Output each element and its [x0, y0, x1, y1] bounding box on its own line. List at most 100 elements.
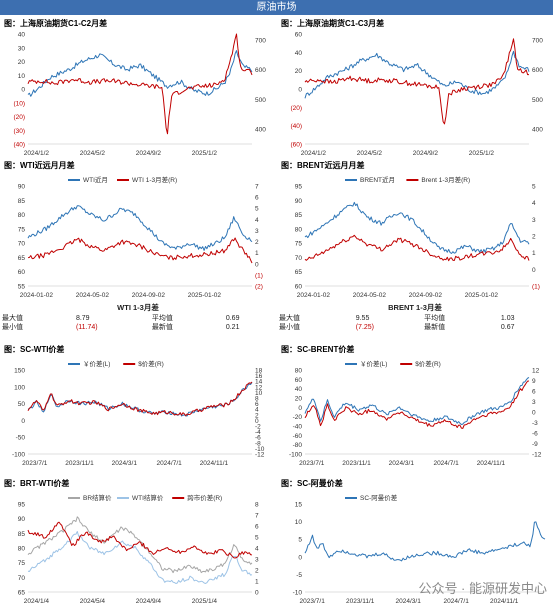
y-tick-label-right: -10: [255, 446, 265, 453]
legend-label: $价差(R): [415, 359, 441, 368]
x-tick-label: 2023/11/1: [65, 460, 94, 467]
chart-panel-c2: 图：上海原油期货C1-C3月差 60 40 20 0 (20) (40) (60) 700 60…: [277, 18, 553, 158]
stats-label: 平均值: [424, 315, 446, 322]
y-tick-label-left: -60: [293, 433, 303, 440]
y-tick-label-left: 70: [18, 241, 26, 248]
y-tick-label-right: 6: [532, 389, 536, 396]
stats-row: 最大值 9.55 平均值 1.03: [277, 314, 553, 323]
y-tick-label-left: 0: [298, 87, 302, 94]
x-tick-label: 2024-09-02: [409, 292, 443, 299]
chart-c6: 80 60 40 20 0 -20 -40 -60 -80 -100 12 9 6 3 0 -3 -6 -9 -12…: [289, 359, 542, 467]
y-tick-label-right: 4: [255, 217, 259, 224]
y-tick-label-right: 3: [255, 228, 259, 235]
x-tick-label: 2024/7/1: [156, 460, 182, 467]
y-tick-label-left: 100: [14, 384, 25, 391]
y-tick-label-left: 70: [18, 575, 26, 582]
y-tick-label-left: 0: [21, 87, 25, 94]
chart-title: 图：SC-阿曼价差: [281, 479, 343, 488]
x-tick-label: 2024-05-02: [76, 292, 110, 299]
chart-panel-c8: 图：SC-阿曼价差 15 10 5 0 -5 -10 2023/7/1 2023/11/1 20…: [277, 478, 553, 606]
y-tick-label-left: 75: [18, 560, 26, 567]
y-tick-label-left: 60: [295, 377, 303, 384]
chart-panel-c3: 图：WTI近远月月差 90 85 80 75 70 65 60 55 7 6 5 4 3 2 1 0 (1) (2…: [0, 160, 276, 300]
y-tick-label-right: 9: [532, 378, 536, 385]
x-tick-label: 2023/11/1: [342, 460, 371, 467]
stats-value: 0.21: [225, 324, 240, 331]
y-tick-label-left: 60: [295, 284, 303, 291]
stats-label: 最大值: [279, 315, 300, 322]
series-line: [304, 50, 530, 99]
y-tick-label-right: -6: [255, 435, 261, 442]
y-tick-label-left: (20): [290, 105, 302, 112]
series-line: [27, 205, 253, 251]
series-line: [27, 33, 253, 135]
stats-value: 9.55: [355, 315, 370, 322]
y-tick-label-left: 90: [295, 198, 303, 205]
x-tick-label: 2025-01-02: [188, 292, 222, 299]
y-tick-label-right: 6: [255, 195, 259, 202]
series-line: [27, 381, 253, 417]
series-line: [27, 516, 253, 574]
stats-value: 8.79: [75, 315, 90, 322]
watermark: 公众号 · 能源研发中心: [418, 581, 547, 596]
x-tick-label: 2024-09-02: [132, 292, 166, 299]
stats-table-brent: BRENT 1-3月差 最大值 9.55 平均值 1.03 最小值 (7.25)…: [277, 302, 553, 332]
y-tick-label-left: 60: [295, 32, 303, 39]
chart-c2: 60 40 20 0 (20) (40) (60) 700 600 500 400 2024/1/2 2…: [290, 32, 543, 158]
y-tick-label-right: 12: [255, 384, 263, 391]
y-tick-label-left: 5: [298, 537, 302, 544]
y-tick-label-right: 2: [255, 568, 259, 575]
y-tick-label-right: 12: [532, 368, 540, 375]
stats-value: (7.25): [355, 324, 375, 331]
series-line: [304, 201, 530, 254]
y-tick-label-left: (30): [13, 128, 25, 135]
y-tick-label-right: 2: [255, 412, 259, 419]
series-line: [304, 377, 530, 425]
y-tick-label-right: 6: [255, 401, 259, 408]
y-tick-label-right: 10: [255, 390, 263, 397]
y-tick-label-right: 0: [255, 261, 259, 268]
series-line: [304, 38, 529, 125]
y-tick-label-left: 90: [18, 184, 26, 191]
stats-title: BRENT 1-3月差: [388, 303, 442, 312]
stats-label: 最小值: [2, 324, 23, 331]
stats-value: 1.03: [500, 315, 515, 322]
y-tick-label-left: 15: [295, 502, 303, 509]
legend-label: WTI近月: [83, 175, 108, 184]
y-tick-label-right: 5: [532, 184, 536, 191]
y-tick-label-left: 65: [18, 255, 26, 262]
y-tick-label-right: 400: [255, 127, 266, 134]
stats-value: 0.67: [500, 324, 515, 331]
x-tick-label: 2024/11/1: [477, 460, 506, 467]
y-tick-label-right: 0: [532, 410, 536, 417]
y-tick-label-left: 80: [295, 226, 303, 233]
y-tick-label-right: 5: [255, 535, 259, 542]
x-tick-label: 2024/1/4: [24, 598, 50, 605]
y-tick-label-left: 50: [18, 401, 26, 408]
x-tick-label: 2023/11/1: [346, 598, 375, 605]
x-tick-label: 2025/1/2: [469, 150, 495, 157]
chart-title: 图：上海原油期货C1-C3月差: [281, 19, 385, 28]
y-tick-label-right: -12: [532, 452, 542, 459]
y-tick-label-right: 1: [255, 250, 259, 257]
y-tick-label-right: 4: [255, 407, 259, 414]
y-tick-label-right: 500: [532, 97, 543, 104]
chart-panel-c6: 图：SC-BRENT价差 80 60 40 20 0 -20 -40 -60 -80 -100 12…: [277, 344, 553, 468]
series-line: [304, 234, 530, 262]
x-tick-label: 2024/9/4: [136, 598, 162, 605]
y-tick-label-right: -3: [532, 420, 538, 427]
y-tick-label-right: 8: [255, 502, 259, 509]
x-tick-label: 2025/1/2: [192, 150, 218, 157]
series-line: [27, 237, 253, 264]
chart-title: 图：SC-WTI价差: [4, 345, 65, 354]
stats-label: 最大值: [2, 315, 23, 322]
series-line: [27, 531, 253, 584]
y-tick-label-left: (40): [13, 142, 25, 149]
y-tick-label-right: -2: [255, 424, 261, 431]
y-tick-label-left: (40): [290, 123, 302, 130]
y-tick-label-left: 60: [18, 269, 26, 276]
x-tick-label: 2025/1/4: [192, 598, 218, 605]
y-tick-label-right: 0: [255, 590, 259, 597]
x-tick-label: 2024/1/2: [301, 150, 327, 157]
y-tick-label-left: 20: [18, 59, 26, 66]
